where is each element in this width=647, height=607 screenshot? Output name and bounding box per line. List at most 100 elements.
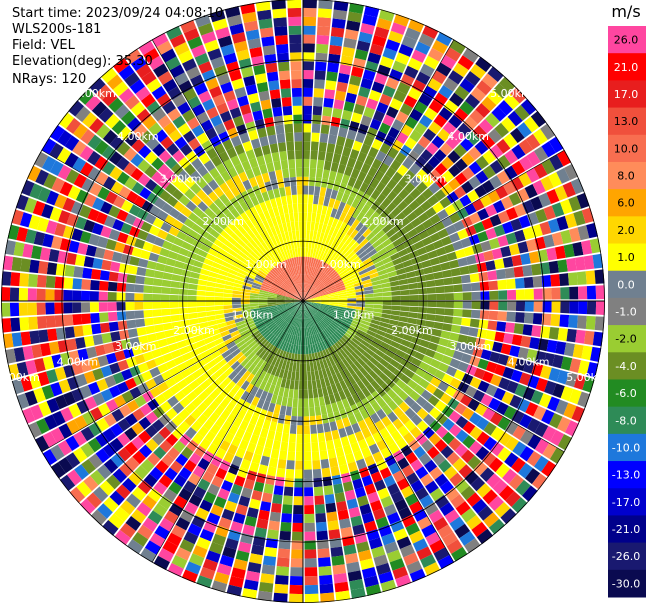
velocity-gate xyxy=(497,235,509,247)
velocity-gate xyxy=(286,294,295,299)
velocity-gate xyxy=(316,283,324,290)
velocity-gate xyxy=(396,477,410,491)
velocity-gate xyxy=(81,279,91,290)
velocity-gate xyxy=(303,294,309,301)
velocity-gate xyxy=(271,216,278,227)
velocity-gate xyxy=(278,450,288,461)
velocity-gate xyxy=(336,500,348,512)
velocity-gate xyxy=(303,451,312,461)
velocity-gate xyxy=(136,108,151,123)
velocity-gate xyxy=(514,104,530,121)
velocity-gate xyxy=(364,293,374,298)
velocity-gate xyxy=(215,252,226,261)
velocity-gate xyxy=(314,406,322,416)
colorbar-tick-label: 13.0 xyxy=(614,115,639,128)
velocity-gate xyxy=(392,60,407,74)
velocity-gate xyxy=(466,336,477,346)
velocity-gate xyxy=(56,147,72,164)
velocity-gate xyxy=(291,307,298,316)
velocity-gate xyxy=(386,328,396,336)
velocity-gate xyxy=(304,256,308,266)
colorbar-block xyxy=(608,515,646,544)
velocity-gate xyxy=(208,248,219,257)
velocity-gate xyxy=(334,353,342,363)
velocity-gate xyxy=(493,387,506,401)
velocity-gate xyxy=(259,380,267,391)
velocity-gate xyxy=(414,223,426,234)
velocity-gate xyxy=(176,340,187,349)
velocity-gate xyxy=(76,399,90,414)
velocity-gate xyxy=(245,383,255,394)
velocity-gate xyxy=(31,245,43,260)
velocity-gate xyxy=(303,150,310,160)
velocity-gate xyxy=(361,447,372,459)
velocity-gate xyxy=(477,505,494,521)
velocity-gate xyxy=(165,336,177,345)
velocity-gate xyxy=(330,321,339,329)
velocity-gate xyxy=(273,385,281,396)
velocity-gate xyxy=(372,431,383,444)
velocity-gate xyxy=(287,324,293,334)
velocity-gate xyxy=(99,270,110,281)
velocity-gate xyxy=(423,562,441,577)
velocity-gate xyxy=(476,328,488,339)
velocity-gate xyxy=(118,88,135,103)
velocity-gate xyxy=(196,284,207,291)
velocity-gate xyxy=(276,422,284,433)
velocity-gate xyxy=(21,407,36,424)
velocity-gate xyxy=(187,289,197,296)
velocity-gate xyxy=(280,321,288,330)
velocity-gate xyxy=(245,121,256,133)
velocity-gate xyxy=(369,356,379,366)
velocity-gate xyxy=(479,467,495,483)
velocity-gate xyxy=(300,256,303,266)
velocity-gate xyxy=(311,294,320,299)
velocity-gate xyxy=(315,324,321,333)
velocity-gate xyxy=(198,274,209,281)
velocity-gate xyxy=(72,140,87,156)
velocity-gate xyxy=(489,290,499,300)
velocity-gate xyxy=(311,303,321,307)
velocity-gate xyxy=(516,188,530,203)
velocity-gate xyxy=(304,522,316,532)
velocity-gate xyxy=(210,504,224,517)
velocity-gate xyxy=(176,212,188,224)
velocity-gate xyxy=(409,108,423,122)
velocity-gate xyxy=(262,44,276,56)
velocity-gate xyxy=(2,255,14,271)
velocity-gate xyxy=(265,474,276,486)
velocity-gate xyxy=(101,259,112,271)
velocity-gate xyxy=(570,178,585,195)
velocity-gate xyxy=(311,296,321,300)
velocity-gate xyxy=(573,210,586,226)
velocity-gate xyxy=(29,259,40,274)
velocity-gate xyxy=(190,170,202,183)
velocity-gate xyxy=(409,301,419,307)
velocity-gate xyxy=(594,316,605,331)
velocity-gate xyxy=(69,486,86,504)
velocity-gate xyxy=(448,259,460,269)
velocity-gate xyxy=(434,400,447,412)
velocity-gate xyxy=(335,172,344,183)
velocity-gate xyxy=(352,278,363,285)
velocity-gate xyxy=(157,114,172,129)
velocity-gate xyxy=(107,311,118,322)
velocity-gate xyxy=(351,112,363,124)
velocity-gate xyxy=(220,44,235,57)
velocity-gate xyxy=(255,174,264,185)
velocity-gate xyxy=(298,212,303,222)
velocity-gate xyxy=(271,245,279,255)
velocity-gate xyxy=(407,317,418,325)
velocity-gate xyxy=(28,214,41,230)
velocity-gate xyxy=(263,279,273,285)
colorbar-block xyxy=(608,134,646,163)
velocity-gate xyxy=(479,194,493,208)
velocity-gate xyxy=(234,317,244,323)
velocity-gate xyxy=(243,317,254,324)
velocity-gate xyxy=(163,265,175,274)
velocity-gate xyxy=(473,367,486,380)
velocity-gate xyxy=(336,135,346,147)
velocity-gate xyxy=(327,216,335,227)
velocity-gate xyxy=(161,453,175,467)
colorbar-tick-label: 17.0 xyxy=(614,88,639,101)
